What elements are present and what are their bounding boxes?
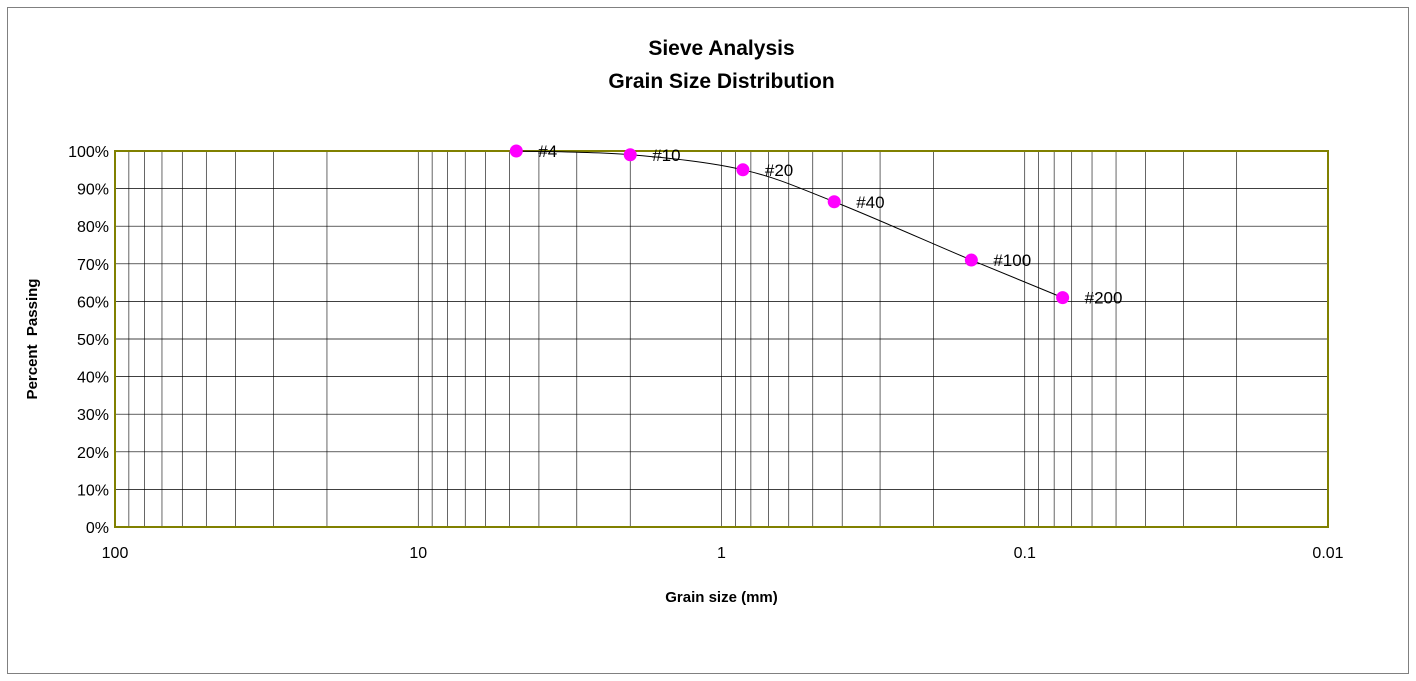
data-point-label: #4 — [538, 142, 557, 161]
plot-area-border — [114, 150, 1329, 528]
y-tick-labels: 0% 10% 20% 30% 40% 50% 60% 70% 80% 90% 100% — [68, 144, 109, 537]
y-tick-label: 60% — [77, 294, 109, 311]
y-tick-label: 100% — [68, 144, 109, 161]
y-tick-label: 0% — [86, 520, 109, 537]
x-tick-label: 0.01 — [1312, 545, 1343, 562]
markers-layer — [509, 144, 1070, 305]
y-axis-label: Percent Passing — [24, 279, 41, 400]
y-tick-label: 90% — [77, 182, 109, 199]
x-tick-label: 0.1 — [1014, 545, 1036, 562]
chart-subtitle: Grain Size Distribution — [608, 70, 834, 93]
y-tick-label: 70% — [77, 257, 109, 274]
data-point-marker — [1056, 291, 1070, 305]
data-point-marker — [964, 253, 978, 267]
y-tick-label: 30% — [77, 407, 109, 424]
data-point-label: #100 — [993, 251, 1031, 270]
y-tick-label: 40% — [77, 370, 109, 387]
data-point-label: #20 — [765, 161, 793, 180]
data-point-label: #40 — [856, 193, 884, 212]
data-point-marker — [623, 148, 637, 162]
y-tick-label: 20% — [77, 445, 109, 462]
x-tick-label: 100 — [102, 545, 129, 562]
chart-title: Sieve Analysis — [648, 37, 794, 60]
data-point-label: #10 — [652, 146, 680, 165]
x-tick-label: 1 — [717, 545, 726, 562]
grain-size-chart: #4 #10 #20 #40 #100 #200 0% 10% 20% 30% 40% 50% 60%… — [24, 37, 1344, 606]
chart-frame: #4 #10 #20 #40 #100 #200 0% 10% 20% 30% 40% 50% 60%… — [7, 7, 1409, 674]
x-tick-label: 10 — [409, 545, 427, 562]
x-tick-labels: 100 10 1 0.1 0.01 — [102, 545, 1344, 562]
data-point-label: #200 — [1085, 289, 1123, 308]
grid-layer — [115, 150, 1329, 528]
y-tick-label: 80% — [77, 219, 109, 236]
x-axis-label: Grain size (mm) — [665, 589, 778, 606]
data-point-marker — [827, 195, 841, 209]
data-point-marker — [509, 144, 523, 158]
y-tick-label: 50% — [77, 332, 109, 349]
point-labels-layer: #4 #10 #20 #40 #100 #200 — [538, 142, 1122, 308]
y-tick-label: 10% — [77, 482, 109, 499]
data-point-marker — [736, 163, 750, 177]
